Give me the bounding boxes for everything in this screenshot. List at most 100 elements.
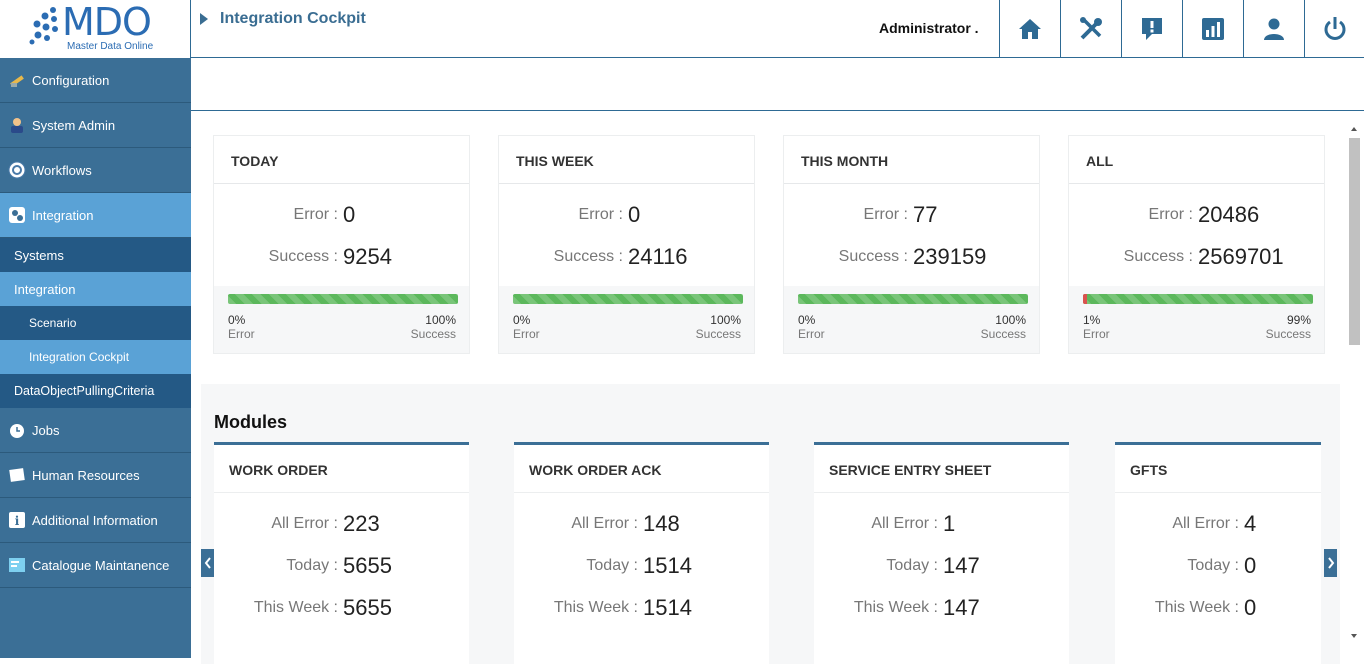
sidebar-sub-scenario[interactable]: Scenario <box>0 306 191 340</box>
module-card[interactable]: SERVICE ENTRY SHEET All Error : 1 Today : 14… <box>814 442 1069 672</box>
all-error-row: All Error : 4 <box>1115 511 1321 537</box>
today-row: Today : 5655 <box>214 553 469 579</box>
today-row: Today : 147 <box>814 553 1069 579</box>
tools-icon <box>1080 17 1102 40</box>
logo-subtitle: Master Data Online <box>67 41 154 52</box>
all-error-value: 4 <box>1244 511 1257 536</box>
chart-icon <box>1202 18 1224 40</box>
all-error-value: 1 <box>943 511 956 536</box>
all-error-row: All Error : 1 <box>814 511 1069 537</box>
sidebar-sub-systems[interactable]: Systems <box>0 238 191 272</box>
this-week-value: 147 <box>943 595 980 620</box>
today-label: Today : <box>586 557 638 574</box>
success-row: Success : 24116 <box>499 244 754 270</box>
this-week-label: This Week : <box>1154 599 1239 616</box>
svg-text:i: i <box>15 514 20 528</box>
sidebar-item-catalogue-maintanence[interactable]: Catalogue Maintanence <box>0 543 191 588</box>
today-value: 0 <box>1244 553 1257 578</box>
scroll-up-icon[interactable] <box>1346 124 1362 134</box>
error-row: Error : 20486 <box>1069 202 1324 228</box>
sidebar-item-additional-information[interactable]: i Additional Information <box>0 498 191 543</box>
success-label: Success : <box>553 248 623 265</box>
vertical-scrollbar[interactable] <box>1346 120 1362 648</box>
alert-button[interactable] <box>1121 0 1182 58</box>
success-percent: 100% Success <box>695 313 741 341</box>
prev-modules-button[interactable] <box>201 549 214 577</box>
success-value: 9254 <box>343 244 392 269</box>
success-label: Success : <box>838 248 908 265</box>
user-name[interactable]: Administrator . <box>879 20 979 36</box>
all-error-label: All Error : <box>1172 515 1239 532</box>
error-value: 20486 <box>1198 202 1260 227</box>
error-value: 77 <box>913 202 938 227</box>
sidebar-sub-integration[interactable]: Integration <box>0 272 191 306</box>
module-card-title: SERVICE ENTRY SHEET <box>814 445 1069 493</box>
sidebar-item-system-admin[interactable]: System Admin <box>0 103 191 148</box>
profile-button[interactable] <box>1243 0 1304 58</box>
error-percent: 0% Error <box>798 313 825 341</box>
success-row: Success : 239159 <box>784 244 1039 270</box>
sidebar-item-label: Workflows <box>32 162 92 178</box>
sidebar-item-human-resources[interactable]: Human Resources <box>0 453 191 498</box>
today-label: Today : <box>886 557 938 574</box>
sidebar-sub-integration-cockpit[interactable]: Integration Cockpit <box>0 340 191 374</box>
success-percent: 100% Success <box>980 313 1026 341</box>
stat-card: THIS WEEK Error : 0 Success : 24116 0% Error 10… <box>498 135 755 354</box>
this-week-label: This Week : <box>853 599 938 616</box>
stat-card-title: THIS MONTH <box>784 136 1039 184</box>
all-error-label: All Error : <box>571 515 638 532</box>
module-card[interactable]: WORK ORDER ACK All Error :148 Today :1514 T… <box>514 442 769 672</box>
catalogue-icon <box>8 556 26 574</box>
scrollbar-thumb[interactable] <box>1349 138 1360 345</box>
this-week-row: This Week : 1514 <box>514 595 769 621</box>
success-percent: 99% Success <box>1265 313 1311 341</box>
tools-button[interactable] <box>1060 0 1121 58</box>
sidebar-item-configuration[interactable]: Configuration <box>0 58 191 103</box>
home-button[interactable] <box>999 0 1060 58</box>
sidebar-item-jobs[interactable]: Jobs <box>0 408 191 453</box>
success-percent: 100% Success <box>410 313 456 341</box>
module-card[interactable]: WORK ORDER All Error :223 Today :5655 This … <box>214 442 469 672</box>
home-icon <box>1019 19 1041 39</box>
all-error-row: All Error : 223 <box>214 511 469 537</box>
module-card[interactable]: GFTS All Error : 4 Today : 0 This Week : 0 <box>1115 442 1321 672</box>
stat-card-title: TODAY <box>214 136 469 184</box>
sidebar-item-workflows[interactable]: Workflows <box>0 148 191 193</box>
sidebar-item-label: Catalogue Maintanence <box>32 557 170 573</box>
next-modules-button[interactable] <box>1324 549 1337 577</box>
logo[interactable]: MDO Master Data Online <box>0 0 191 58</box>
human-resources-icon <box>8 466 26 484</box>
reports-button[interactable] <box>1182 0 1243 58</box>
logo-dots-icon <box>29 7 58 45</box>
page-title: Integration Cockpit <box>220 10 366 27</box>
jobs-icon <box>8 421 26 439</box>
system-admin-icon <box>8 116 26 134</box>
sidebar-item-label: Configuration <box>32 72 110 88</box>
success-value: 24116 <box>628 244 688 269</box>
today-label: Today : <box>286 557 338 574</box>
configuration-icon <box>8 71 26 89</box>
scroll-down-icon[interactable] <box>1346 631 1362 641</box>
logout-button[interactable] <box>1304 0 1364 58</box>
error-fill <box>1083 294 1087 304</box>
progress-bar <box>1083 294 1313 304</box>
chevron-left-icon <box>204 557 211 569</box>
stat-card-title: ALL <box>1069 136 1324 184</box>
progress-bar <box>513 294 743 304</box>
integration-icon <box>8 206 26 224</box>
user-icon <box>1264 18 1284 40</box>
progress-bar <box>798 294 1028 304</box>
sidebar-sub-dataobjectpullingcriteria[interactable]: DataObjectPullingCriteria <box>0 374 191 408</box>
sidebar-item-label: Integration <box>32 207 94 223</box>
today-row: Today : 0 <box>1115 553 1321 579</box>
breadcrumb: Integration Cockpit <box>200 10 366 28</box>
workflows-icon <box>8 161 26 179</box>
this-week-value: 1514 <box>643 595 692 620</box>
sidebar-item-integration[interactable]: Integration <box>0 193 191 238</box>
chevron-right-icon <box>1327 557 1334 569</box>
module-card-title: WORK ORDER <box>214 445 469 493</box>
main-content: TODAY Error : 0 Success : 9254 0% Error 100% Suc… <box>191 111 1346 672</box>
error-row: Error : 0 <box>214 202 469 228</box>
this-week-row: This Week : 147 <box>814 595 1069 621</box>
error-row: Error : 0 <box>499 202 754 228</box>
